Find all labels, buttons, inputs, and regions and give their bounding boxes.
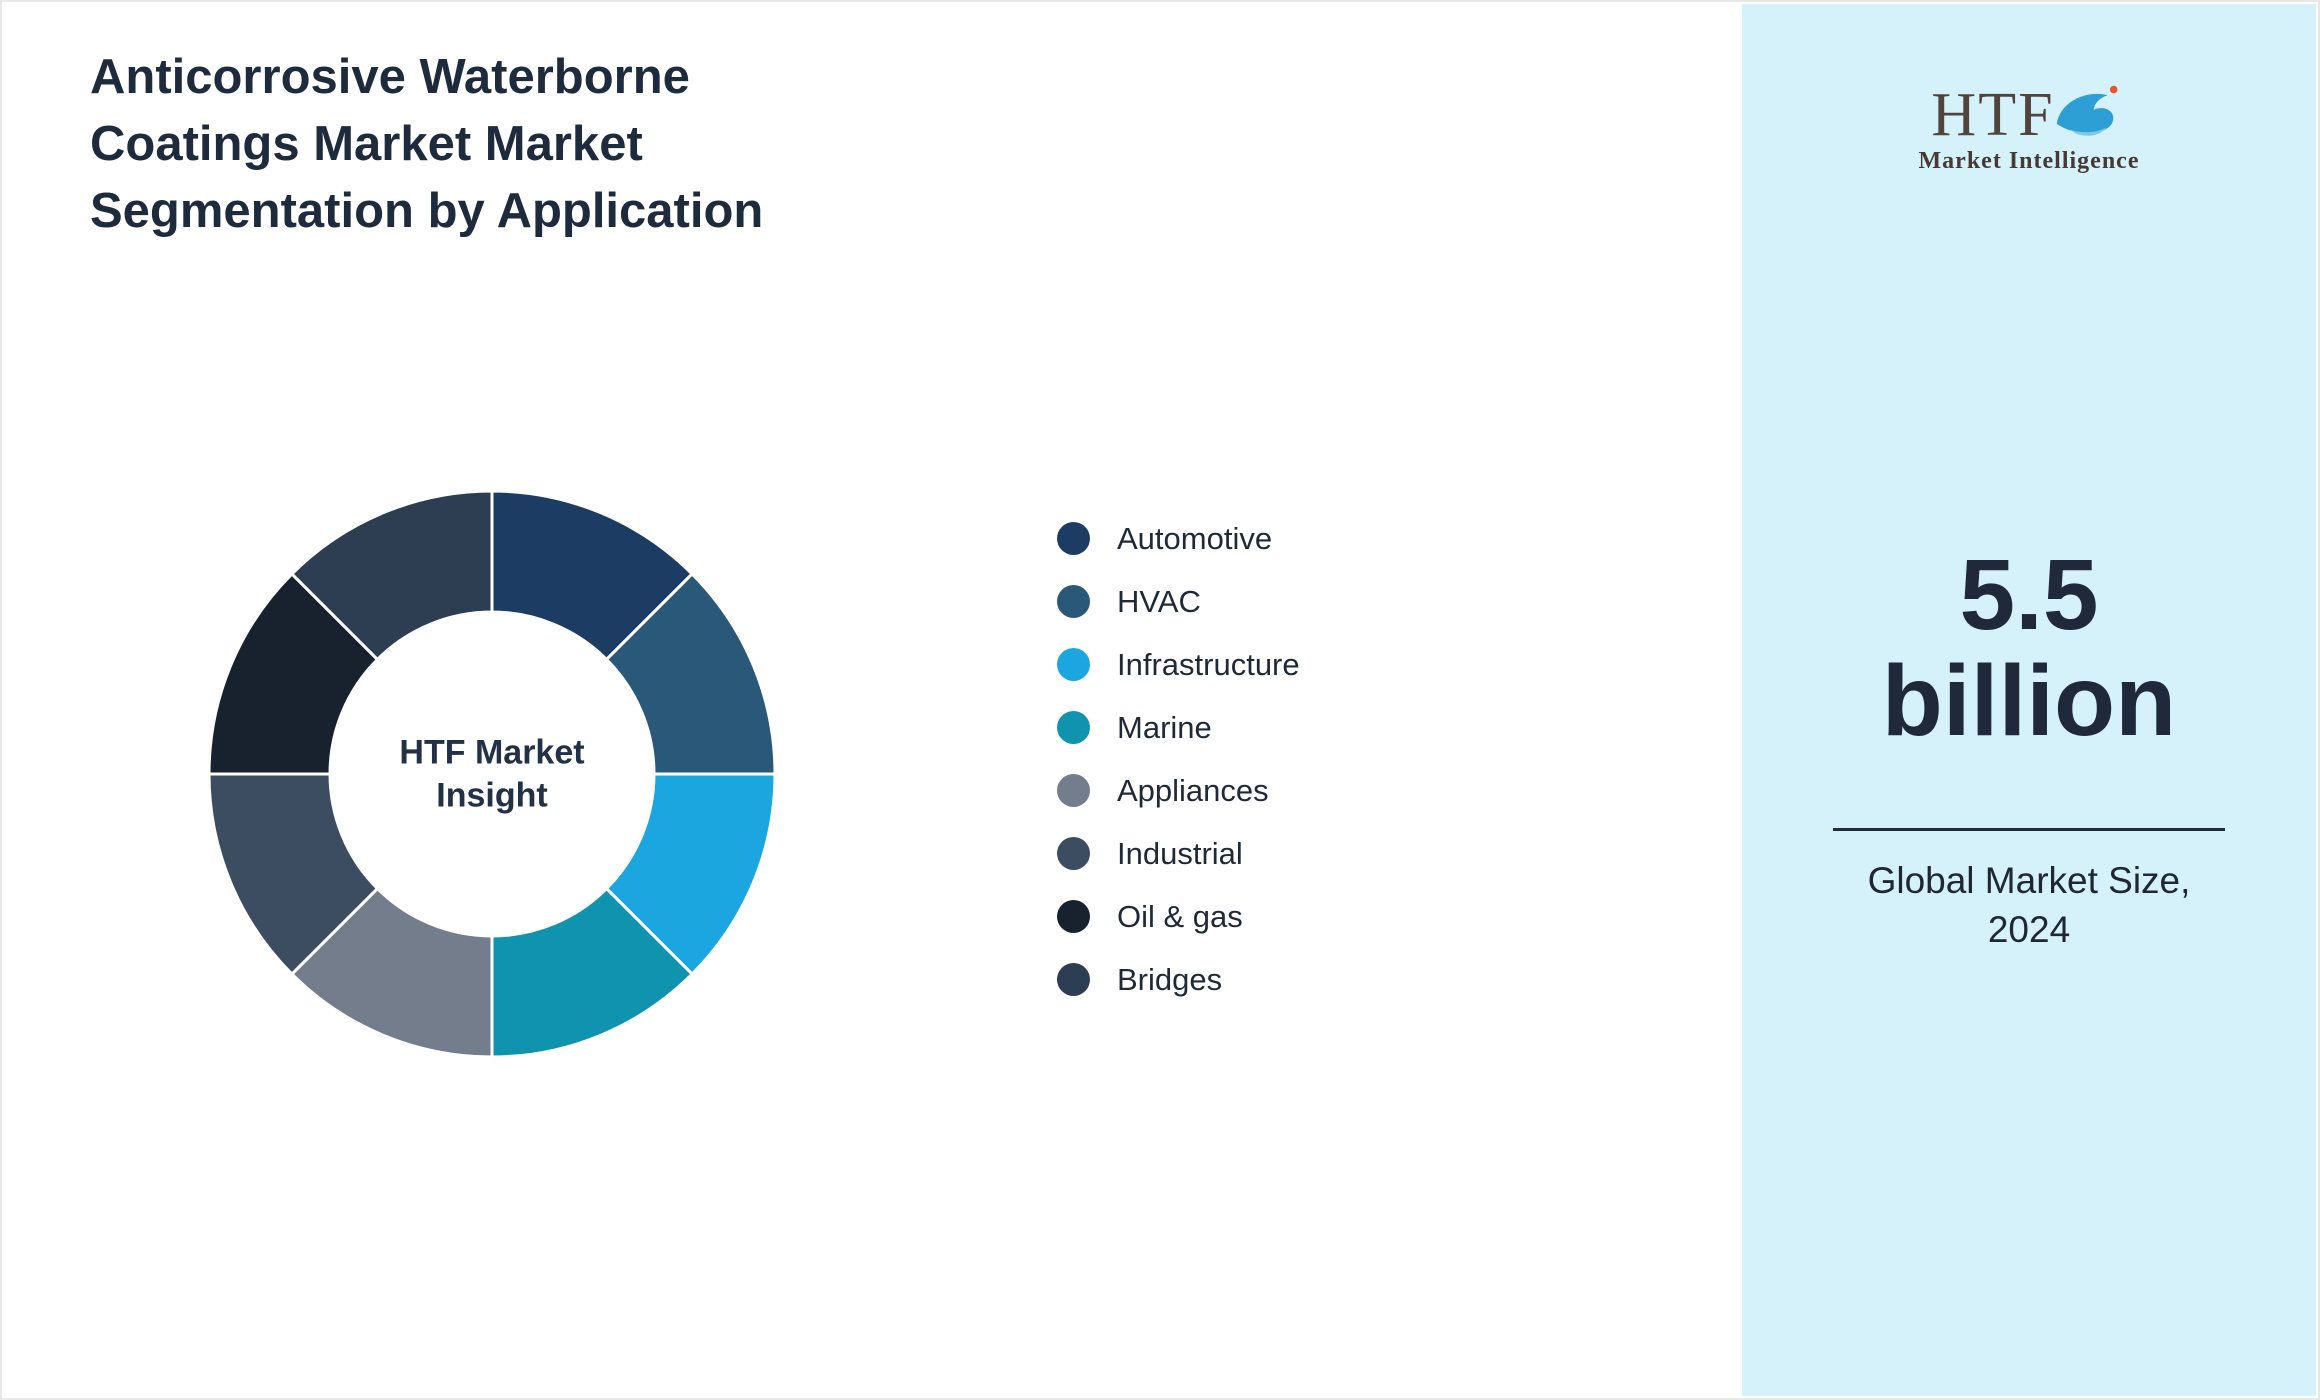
legend-item: Oil & gas — [1057, 898, 1300, 934]
htf-logo-subtext: Market Intelligence — [1918, 148, 2140, 174]
legend-item: Appliances — [1057, 772, 1300, 808]
donut-center-label: HTF Market Insight — [399, 733, 585, 815]
legend-item: Infrastructure — [1057, 646, 1300, 682]
market-size-caption: Global Market Size, 2024 — [1867, 860, 2191, 951]
legend-swatch — [1057, 774, 1090, 807]
legend-label: HVAC — [1117, 583, 1201, 619]
donut-chart-svg — [207, 489, 777, 1059]
donut-chart: HTF Market Insight — [142, 424, 842, 1124]
legend-item: Automotive — [1057, 520, 1300, 556]
legend-swatch — [1057, 585, 1090, 618]
htf-logo: HTF Market Intelligence — [1919, 4, 2140, 175]
legend-label: Infrastructure — [1117, 646, 1300, 682]
legend-item: Marine — [1057, 709, 1300, 745]
legend-item: Industrial — [1057, 835, 1300, 871]
market-size-panel: HTF Market Intelligence 5.5 billion Glob… — [1742, 4, 2316, 1396]
legend-label: Automotive — [1117, 520, 1273, 556]
htf-logo-text: HTF — [1931, 81, 2055, 149]
legend-swatch — [1057, 711, 1090, 744]
legend-label: Bridges — [1117, 961, 1223, 997]
page-title: Anticorrosive Waterborne Coatings Market… — [90, 50, 764, 239]
legend-label: Oil & gas — [1117, 898, 1243, 934]
legend-swatch — [1057, 522, 1090, 555]
legend-swatch — [1057, 648, 1090, 681]
market-size-number: 5.5 — [1959, 539, 2099, 651]
divider-line — [1833, 828, 2225, 831]
legend-item: Bridges — [1057, 961, 1300, 997]
market-size-value: 5.5 billion — [1742, 542, 2316, 754]
legend-swatch — [1057, 900, 1090, 933]
legend-swatch — [1057, 837, 1090, 870]
legend-item: HVAC — [1057, 583, 1300, 619]
legend-swatch — [1057, 963, 1090, 996]
legend-label: Industrial — [1117, 835, 1243, 871]
legend-label: Marine — [1117, 709, 1212, 745]
legend-label: Appliances — [1117, 772, 1269, 808]
legend: Automotive HVAC Infrastructure Marine Applia… — [1057, 520, 1300, 1026]
donut-segment-bridges — [290, 489, 494, 661]
dolphin-icon — [2051, 82, 2127, 144]
market-size-unit: billion — [1881, 645, 2177, 757]
